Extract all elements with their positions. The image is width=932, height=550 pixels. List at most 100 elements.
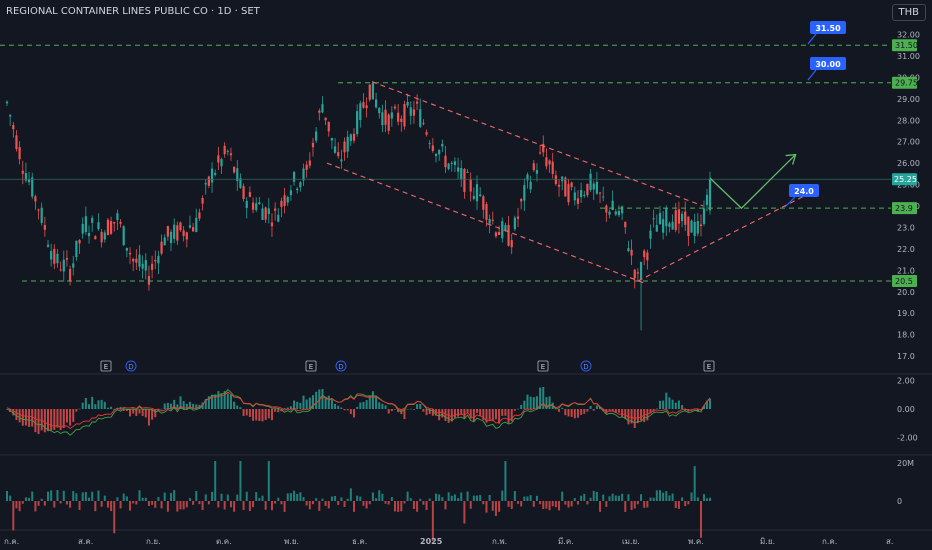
candle-body <box>551 161 554 174</box>
macd-bar <box>261 409 264 422</box>
macd-bar <box>510 409 513 422</box>
earnings-event-marker[interactable] <box>537 360 549 372</box>
macd-bar <box>352 409 355 418</box>
macd-bar <box>501 409 504 416</box>
candle-body <box>397 112 400 122</box>
candle-body <box>78 240 81 244</box>
candle-body <box>680 213 684 222</box>
candle-body <box>422 123 425 125</box>
callout-box[interactable] <box>810 21 846 34</box>
volume-bar <box>441 497 444 501</box>
volume-bar <box>450 495 453 501</box>
volume-bar <box>91 491 94 501</box>
macd-bar <box>498 409 501 424</box>
volume-bar <box>693 466 696 501</box>
volume-bar <box>573 498 576 501</box>
volume-bar <box>466 491 469 501</box>
candle-body <box>116 213 119 221</box>
volume-bar <box>170 493 173 501</box>
macd-bar <box>463 409 466 419</box>
candle-body <box>415 101 419 104</box>
earnings-event-marker[interactable] <box>305 360 317 372</box>
currency-button[interactable]: THB <box>891 4 926 21</box>
macd-bar <box>293 400 296 409</box>
callout-box[interactable] <box>789 184 819 197</box>
earnings-event-marker[interactable] <box>703 360 715 372</box>
candle-body <box>296 188 299 191</box>
macd-bar <box>84 397 87 409</box>
candle-body <box>214 173 217 175</box>
macd-bar <box>50 409 53 431</box>
candle-body <box>643 250 646 258</box>
volume-bar <box>580 495 583 501</box>
volume-bar <box>690 492 693 501</box>
candle-body <box>299 182 302 188</box>
macd-bar <box>658 400 661 409</box>
candle-body <box>453 161 457 165</box>
volume-bar <box>116 497 119 501</box>
macd-bar <box>450 409 453 422</box>
macd-bar <box>513 409 516 411</box>
candle-body <box>349 134 352 142</box>
dividend-event-marker[interactable] <box>335 360 347 372</box>
macd-bar <box>188 401 191 409</box>
macd-bar <box>548 396 551 409</box>
macd-bar <box>195 404 198 409</box>
macd-bar <box>274 409 277 412</box>
volume-bar <box>384 501 387 504</box>
candle-body <box>346 136 349 152</box>
volume-bar <box>599 501 602 512</box>
price-tick-label: 20.0 <box>897 288 915 297</box>
volume-bar <box>340 497 343 501</box>
volume-bar <box>211 491 214 501</box>
candle-body <box>91 217 94 223</box>
volume-bar <box>119 501 122 509</box>
volume-bar <box>671 493 674 501</box>
volume-bar <box>684 501 687 507</box>
macd-bar <box>113 408 116 410</box>
candle-body <box>192 227 195 232</box>
macd-bar <box>469 409 472 419</box>
volume-bar <box>182 501 185 510</box>
macd-bar <box>277 409 280 413</box>
volume-bar <box>526 496 529 501</box>
macd-bar <box>608 409 611 411</box>
macd-bar <box>570 409 573 417</box>
volume-bar <box>457 498 460 501</box>
candle-body <box>438 150 441 155</box>
macd-bar <box>457 409 460 417</box>
macd-bar <box>428 409 431 414</box>
dividend-event-marker[interactable] <box>125 360 137 372</box>
macd-bar <box>466 409 469 414</box>
volume-bar <box>621 493 624 501</box>
volume-bar <box>217 501 220 508</box>
macd-bar <box>129 409 132 417</box>
macd-bar <box>141 409 144 416</box>
candle-body <box>419 109 422 127</box>
callout-box[interactable] <box>810 57 846 70</box>
macd-bar <box>147 409 150 426</box>
candle-body <box>37 209 40 211</box>
price-tick-label: 27.00 <box>897 138 920 147</box>
candle-body <box>46 244 50 247</box>
volume-bar <box>283 501 286 512</box>
event-label: D <box>128 363 133 371</box>
candle-body <box>255 203 258 210</box>
volume-tick-label: 0 <box>897 497 902 506</box>
macd-bar <box>655 408 658 410</box>
macd-bar <box>494 409 497 420</box>
macd-bar <box>573 409 576 419</box>
candle-body <box>34 196 37 202</box>
projection-arrowhead <box>785 153 797 165</box>
volume-bar <box>327 501 330 509</box>
macd-bar <box>371 391 374 409</box>
earnings-event-marker[interactable] <box>100 360 112 372</box>
last-price-badge <box>892 173 917 186</box>
candle-body <box>352 133 356 141</box>
macd-bar <box>636 409 639 424</box>
time-axis-label: พ.ย. <box>284 537 299 546</box>
dividend-event-marker[interactable] <box>580 360 592 372</box>
macd-bar <box>283 408 286 409</box>
macd-bar <box>406 409 409 410</box>
